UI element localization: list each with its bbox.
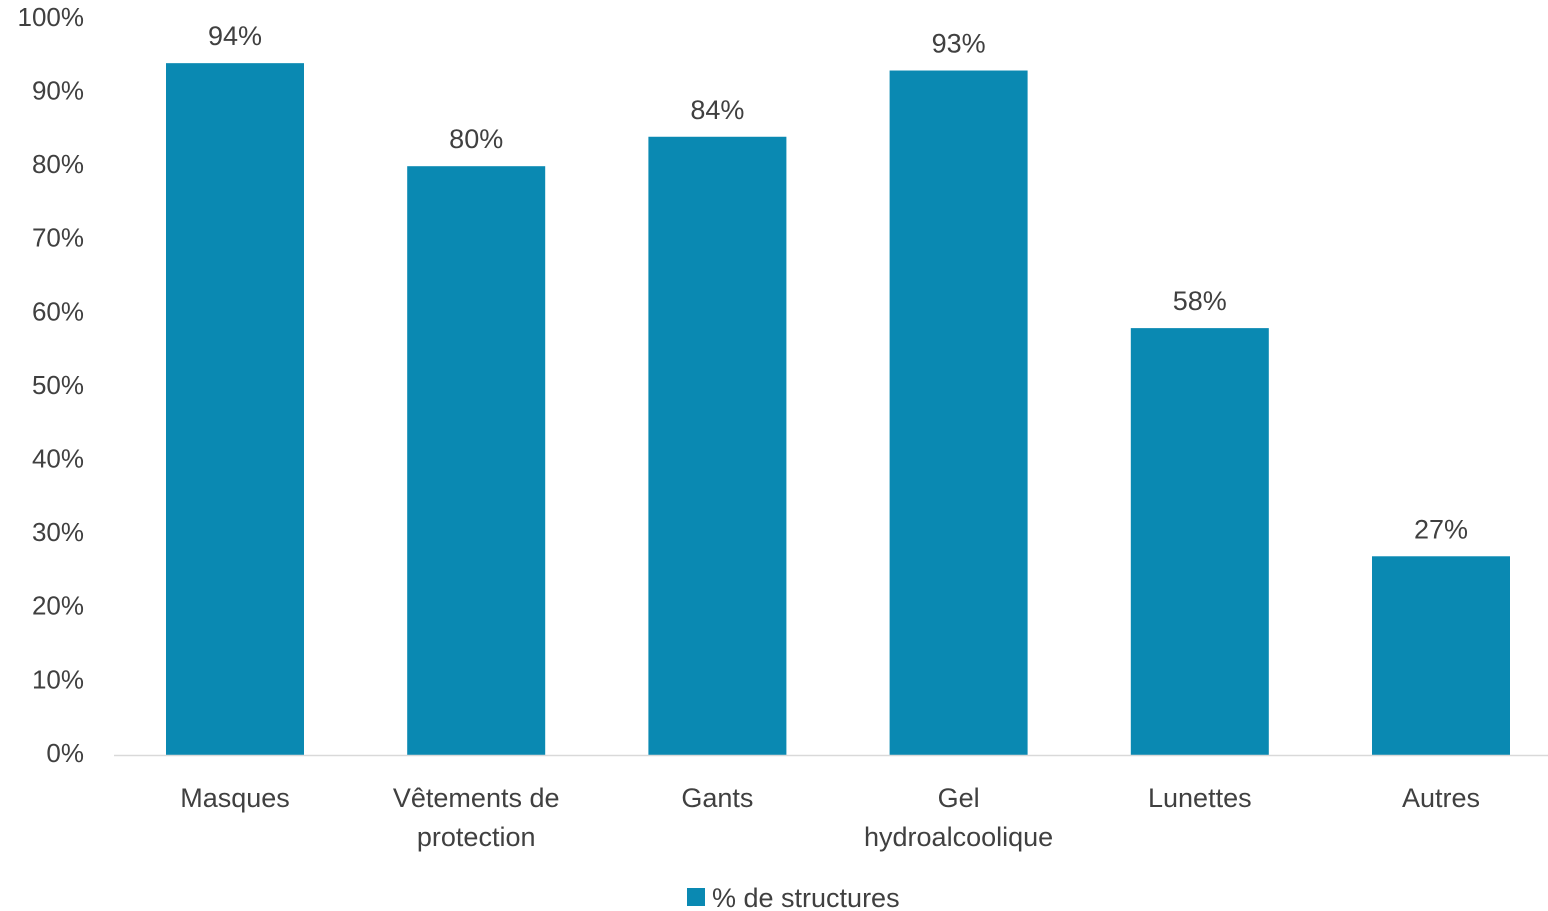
data-label: 94% bbox=[208, 21, 262, 51]
bar bbox=[1372, 556, 1510, 755]
legend-label: % de structures bbox=[712, 883, 900, 911]
bar bbox=[889, 70, 1028, 755]
y-tick-label: 70% bbox=[32, 223, 84, 253]
x-tick-label-line: Gants bbox=[681, 783, 753, 813]
x-tick-label: Vêtements de protection bbox=[393, 783, 560, 852]
x-tick-label-line: Vêtements de bbox=[393, 783, 560, 813]
x-tick-label-line: Autres bbox=[1402, 783, 1480, 813]
data-label: 27% bbox=[1414, 514, 1468, 544]
legend: % de structures bbox=[687, 883, 900, 911]
x-tick-label: Gants bbox=[681, 783, 753, 813]
data-label: 58% bbox=[1173, 286, 1227, 316]
y-tick-label: 60% bbox=[32, 296, 84, 326]
data-label: 80% bbox=[449, 124, 503, 154]
y-tick-label: 100% bbox=[18, 2, 85, 32]
x-tick-label-line: Gel bbox=[938, 783, 980, 813]
x-tick-label: Masques bbox=[180, 783, 290, 813]
x-tick-label: Autres bbox=[1402, 783, 1480, 813]
y-tick-label: 30% bbox=[32, 517, 84, 547]
y-tick-label: 20% bbox=[32, 591, 84, 621]
y-tick-label: 10% bbox=[32, 664, 84, 694]
x-tick-label: Lunettes bbox=[1148, 783, 1252, 813]
data-labels: 94% 80% 84% 93% 58% 27% bbox=[208, 21, 1468, 544]
y-axis: 0% 10% 20% 30% 40% 50% 60% 70% 80% 90% 100% bbox=[18, 2, 85, 768]
data-label: 93% bbox=[932, 29, 986, 59]
bars bbox=[166, 63, 1510, 756]
y-tick-label: 40% bbox=[32, 443, 84, 473]
legend-swatch bbox=[687, 888, 705, 906]
x-tick-label-line: hydroalcoolique bbox=[864, 822, 1053, 852]
x-tick-label: Gel hydroalcoolique bbox=[864, 783, 1053, 852]
y-tick-label: 90% bbox=[32, 75, 84, 105]
bar bbox=[648, 136, 787, 755]
bar bbox=[166, 63, 304, 756]
x-axis: Masques Vêtements de protection Gants Gel hyd… bbox=[180, 783, 1480, 852]
x-tick-label-line: Lunettes bbox=[1148, 783, 1252, 813]
data-label: 84% bbox=[690, 95, 744, 125]
y-tick-label: 0% bbox=[46, 738, 84, 768]
y-tick-label: 80% bbox=[32, 149, 84, 179]
x-tick-label-line: protection bbox=[417, 822, 536, 852]
x-tick-label-line: Masques bbox=[180, 783, 290, 813]
bar bbox=[1130, 328, 1269, 755]
y-tick-label: 50% bbox=[32, 370, 84, 400]
bar bbox=[407, 166, 546, 755]
